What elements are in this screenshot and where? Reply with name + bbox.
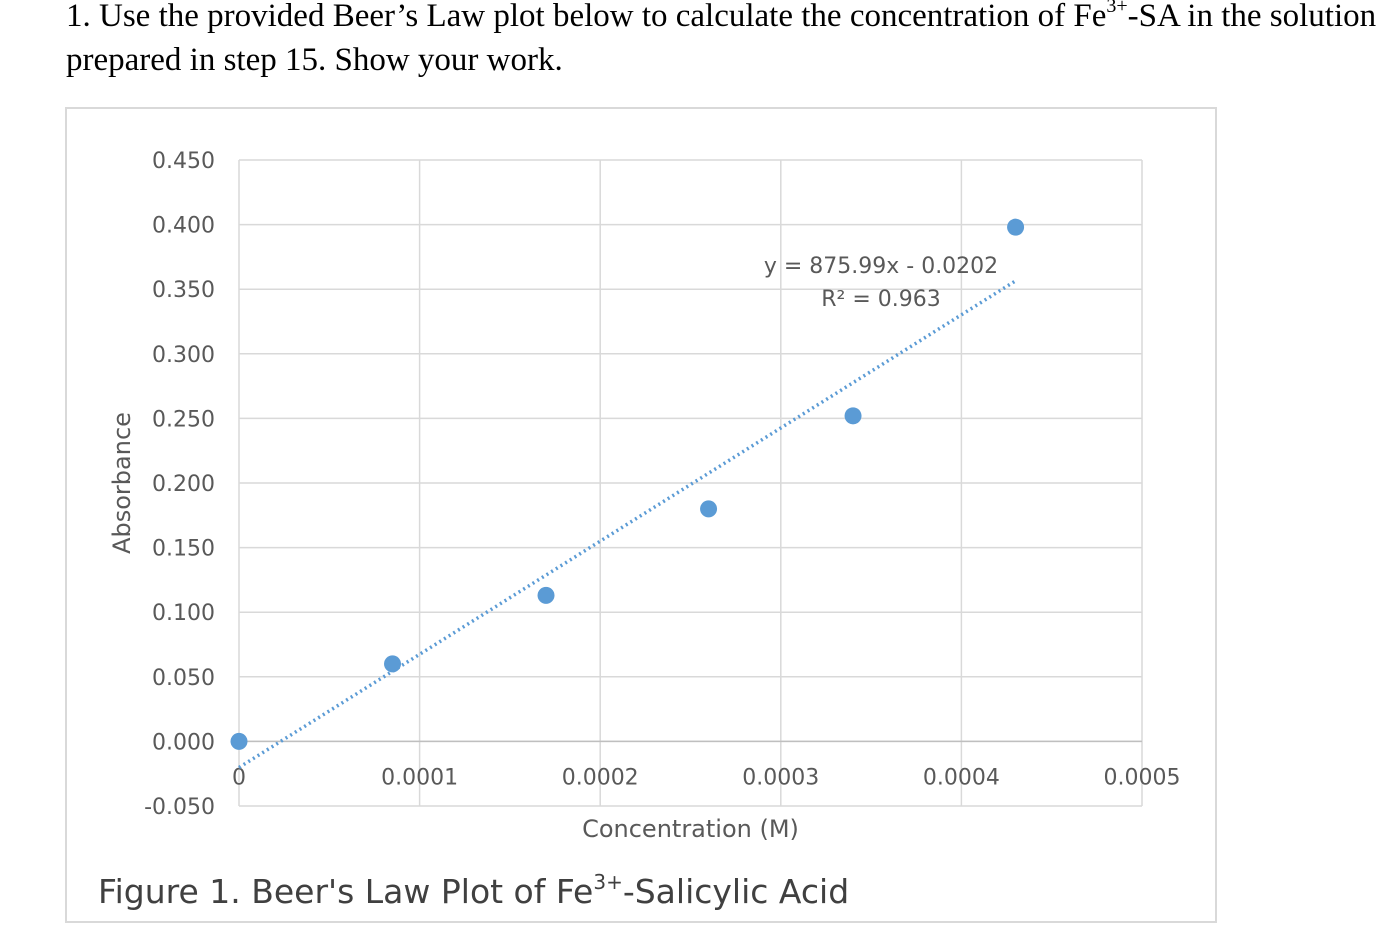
y-tick-label: 0.000 (152, 730, 215, 755)
y-axis-title: Absorbance (108, 412, 136, 554)
y-tick-label: 0.300 (152, 343, 215, 368)
data-point (844, 407, 862, 425)
y-tick-label: 0.200 (152, 472, 215, 497)
beers-law-chart: -0.050 0.000 0.050 0.100 0.150 0.200 0.250 0.30… (108, 149, 1181, 843)
chart-frame: -0.050 0.000 0.050 0.100 0.150 0.200 0.250 0.30… (65, 107, 1217, 923)
trendline-r2: R² = 0.963 (821, 287, 941, 312)
question-prefix: 1. Use the provided Beer’s Law plot belo… (66, 0, 1107, 34)
x-tick-label: 0.0001 (381, 765, 458, 790)
y-tick-label: 0.150 (152, 537, 215, 562)
y-tick-label: 0.100 (152, 601, 215, 626)
x-tick-label: 0.0002 (562, 765, 639, 790)
trendline (238, 279, 1017, 769)
caption-suffix: -Salicylic Acid (622, 872, 850, 911)
x-tick-label: 0.0005 (1104, 765, 1181, 790)
y-tick-label: -0.050 (144, 795, 215, 820)
question-superscript: 3+ (1106, 0, 1128, 17)
x-tick-label: 0.0003 (742, 765, 819, 790)
x-tick-label: 0 (232, 765, 246, 790)
x-axis-title: Concentration (M) (582, 815, 799, 843)
y-tick-label: 0.050 (152, 666, 215, 691)
trendline-equation: y = 875.99x - 0.0202 (764, 254, 998, 279)
caption-superscript: 3+ (593, 870, 623, 894)
y-tick-label: 0.400 (152, 214, 215, 239)
y-tick-label: 0.350 (152, 278, 215, 303)
figure-caption: Figure 1. Beer's Law Plot of Fe3+-Salicy… (98, 872, 849, 911)
data-point (384, 655, 402, 673)
data-point (700, 500, 718, 518)
caption-prefix: Figure 1. Beer's Law Plot of Fe (98, 872, 594, 911)
y-tick-label: 0.450 (152, 149, 215, 174)
y-tick-label: 0.250 (152, 407, 215, 432)
data-point (537, 586, 555, 604)
x-tick-label: 0.0004 (923, 765, 1000, 790)
data-point (1007, 218, 1025, 236)
question-text: 1. Use the provided Beer’s Law plot belo… (66, 0, 1386, 82)
data-point (230, 732, 248, 750)
question-suffix: -SA in the solution prepared in step 15.… (66, 0, 1377, 78)
